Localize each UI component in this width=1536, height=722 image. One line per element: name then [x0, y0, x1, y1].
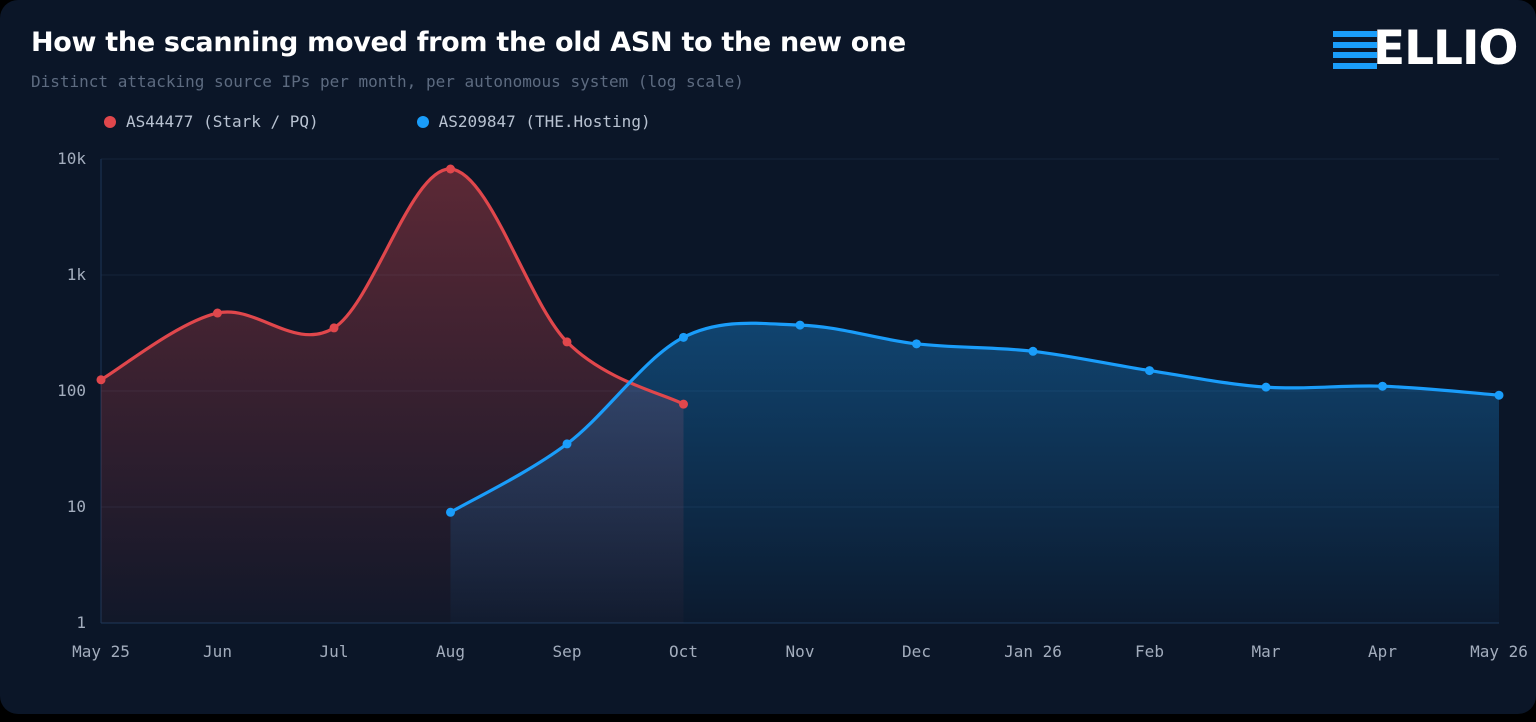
x-tick-label: Jun [203, 642, 232, 661]
x-tick-label: Aug [436, 642, 465, 661]
x-tick-label: Oct [669, 642, 698, 661]
data-point [329, 323, 339, 333]
data-point [213, 308, 222, 318]
legend-label: AS209847 (THE.Hosting) [438, 112, 651, 131]
data-point [1378, 381, 1387, 391]
data-point [446, 507, 455, 517]
data-point [562, 439, 572, 449]
series-area-1 [450, 323, 1499, 623]
legend-marker-red [104, 115, 116, 128]
y-tick-label: 10k [57, 149, 86, 168]
y-tick-label: 100 [57, 381, 86, 400]
y-tick-label: 1 [76, 613, 86, 632]
series-line-1 [448, 321, 1501, 514]
chart-subtitle: Distinct attacking source IPs per month,… [31, 72, 744, 91]
data-point [795, 320, 805, 330]
x-tick-label: May 25 [72, 642, 130, 661]
legend-item-as44477: AS44477 (Stark / PQ) [104, 112, 319, 131]
legend-marker-blue [416, 115, 429, 128]
data-point [912, 339, 921, 349]
y-tick-label: 10 [67, 497, 86, 516]
data-point [679, 399, 688, 409]
x-tick-label: Apr [1368, 642, 1397, 661]
logo-bars-icon [1333, 31, 1377, 69]
ellio-logo: ELLIO [1333, 21, 1523, 76]
data-point [96, 375, 106, 385]
legend-item-as209847: AS209847 (THE.Hosting) [416, 112, 651, 131]
x-tick-label: Dec [902, 642, 931, 661]
data-point [1261, 382, 1271, 392]
chart-title: How the scanning moved from the old ASN … [31, 27, 906, 58]
legend-label: AS44477 (Stark / PQ) [126, 112, 319, 131]
data-point [1028, 346, 1038, 356]
data-point [1145, 366, 1154, 376]
data-point [679, 332, 688, 342]
x-tick-label: Sep [553, 642, 582, 661]
x-tick-label: Jul [320, 642, 349, 661]
data-point [1494, 390, 1504, 400]
data-point [562, 337, 572, 347]
x-tick-label: Mar [1252, 642, 1281, 661]
data-point [446, 164, 455, 174]
x-tick-label: Nov [786, 642, 815, 661]
x-tick-label: Feb [1135, 642, 1164, 661]
logo-text: ELLIO [1373, 21, 1518, 76]
x-tick-label: Jan 26 [1004, 642, 1062, 661]
y-tick-label: 1k [67, 265, 87, 284]
x-tick-label: May 26 [1470, 642, 1528, 661]
chart-legend: AS44477 (Stark / PQ) AS209847 (THE.Hosti… [104, 112, 651, 131]
